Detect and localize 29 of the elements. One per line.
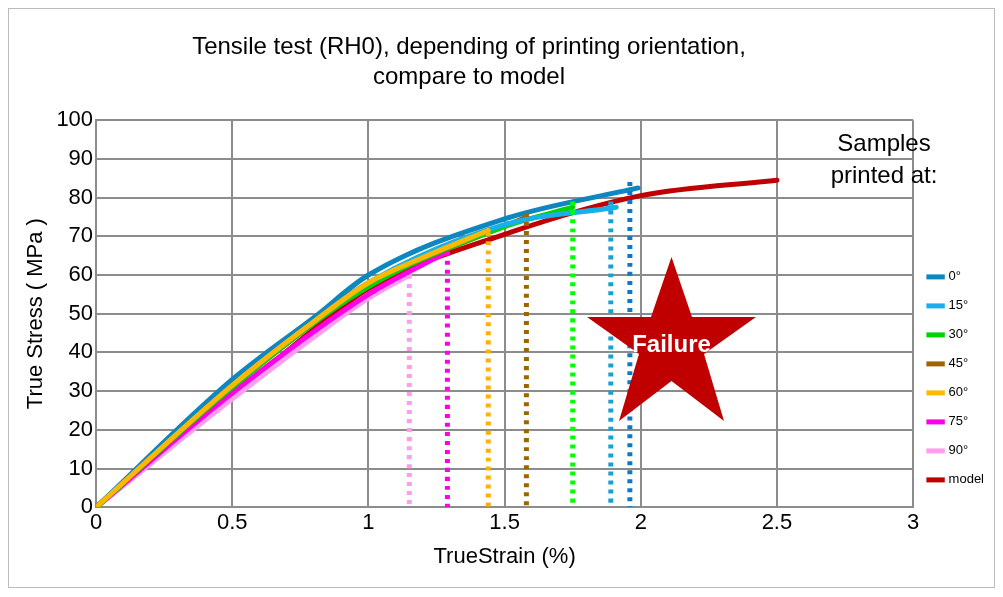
- legend-label: 15°: [948, 297, 969, 313]
- legend-label: model: [948, 471, 985, 487]
- y-tick-label: 40: [68, 338, 94, 364]
- y-tick-label: 50: [68, 299, 94, 325]
- x-tick-label: 0.5: [216, 509, 248, 535]
- legend-label: 90°: [948, 442, 969, 458]
- legend-label: 0°: [948, 268, 962, 284]
- chart-title: Tensile test (RH0), depending of printing orientation, compare to model: [191, 31, 747, 91]
- x-tick-label: 3: [906, 509, 920, 535]
- y-tick-label: 60: [68, 261, 94, 287]
- y-tick-label: 20: [68, 415, 94, 441]
- x-tick-label: 2.5: [761, 509, 793, 535]
- x-tick-label: 1.5: [489, 509, 520, 535]
- x-tick-label: 1: [362, 509, 375, 535]
- legend-label: 45°: [948, 355, 969, 371]
- x-tick-label: 2: [634, 509, 647, 535]
- legend-label: 60°: [948, 384, 969, 400]
- y-axis-title: True Stress ( MPa ): [22, 218, 48, 410]
- y-tick-label: 90: [68, 144, 94, 170]
- y-tick-label: 100: [56, 106, 94, 132]
- x-axis-title: TrueStrain (%): [433, 542, 576, 568]
- y-tick-label: 10: [68, 454, 94, 480]
- annotation: Failure: [631, 330, 712, 358]
- legend-label: 75°: [948, 413, 969, 429]
- y-tick-label: 30: [68, 377, 94, 403]
- legend-title: Samples printed at:: [829, 128, 939, 190]
- y-tick-label: 80: [68, 183, 94, 209]
- y-tick-label: 70: [68, 222, 94, 248]
- legend-label: 30°: [948, 326, 969, 342]
